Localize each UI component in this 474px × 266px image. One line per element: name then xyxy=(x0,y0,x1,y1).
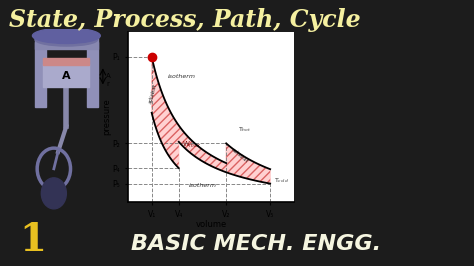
Ellipse shape xyxy=(32,28,100,43)
Circle shape xyxy=(41,178,66,209)
Text: 1: 1 xyxy=(20,222,46,259)
Text: A: A xyxy=(106,73,111,80)
Text: W$_{max}$: W$_{max}$ xyxy=(182,139,202,150)
Bar xyxy=(44,64,89,88)
Text: T$_{cold}$: T$_{cold}$ xyxy=(273,176,289,185)
Text: State, Process, Path, Cycle: State, Process, Path, Cycle xyxy=(9,8,361,32)
Text: T$_{hot}$: T$_{hot}$ xyxy=(238,125,251,134)
Bar xyxy=(35,36,98,49)
Y-axis label: pressure: pressure xyxy=(102,99,111,135)
Text: BASIC MECH. ENGG.: BASIC MECH. ENGG. xyxy=(131,234,381,254)
Text: isotherm: isotherm xyxy=(168,74,196,79)
Text: adiabat: adiabat xyxy=(230,147,249,164)
Bar xyxy=(87,42,98,107)
Bar xyxy=(44,58,89,65)
Ellipse shape xyxy=(35,33,98,46)
Text: isotherm: isotherm xyxy=(189,183,217,188)
Bar xyxy=(35,42,46,107)
Text: r: r xyxy=(106,81,109,86)
X-axis label: volume: volume xyxy=(195,220,227,229)
Polygon shape xyxy=(152,57,270,184)
Text: A: A xyxy=(62,71,71,81)
Text: adiabat: adiabat xyxy=(148,83,158,104)
